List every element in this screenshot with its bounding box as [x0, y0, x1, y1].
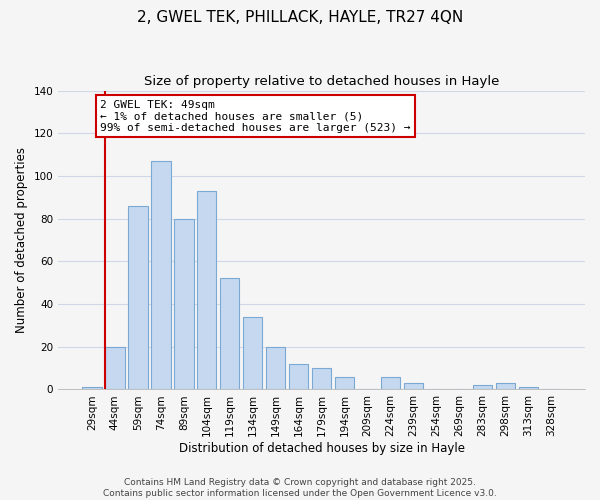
Bar	[335, 376, 355, 390]
Title: Size of property relative to detached houses in Hayle: Size of property relative to detached ho…	[144, 75, 499, 88]
Bar	[289, 364, 308, 390]
X-axis label: Distribution of detached houses by size in Hayle: Distribution of detached houses by size …	[179, 442, 464, 455]
Bar	[151, 161, 170, 390]
Bar	[220, 278, 239, 390]
Text: Contains HM Land Registry data © Crown copyright and database right 2025.
Contai: Contains HM Land Registry data © Crown c…	[103, 478, 497, 498]
Bar	[243, 317, 262, 390]
Bar	[82, 388, 101, 390]
Y-axis label: Number of detached properties: Number of detached properties	[15, 147, 28, 333]
Bar	[518, 388, 538, 390]
Text: 2 GWEL TEK: 49sqm
← 1% of detached houses are smaller (5)
99% of semi-detached h: 2 GWEL TEK: 49sqm ← 1% of detached house…	[100, 100, 411, 132]
Bar	[197, 191, 217, 390]
Bar	[174, 218, 194, 390]
Bar	[128, 206, 148, 390]
Text: 2, GWEL TEK, PHILLACK, HAYLE, TR27 4QN: 2, GWEL TEK, PHILLACK, HAYLE, TR27 4QN	[137, 10, 463, 25]
Bar	[496, 383, 515, 390]
Bar	[404, 383, 423, 390]
Bar	[473, 385, 492, 390]
Bar	[266, 347, 286, 390]
Bar	[312, 368, 331, 390]
Bar	[381, 376, 400, 390]
Bar	[105, 347, 125, 390]
